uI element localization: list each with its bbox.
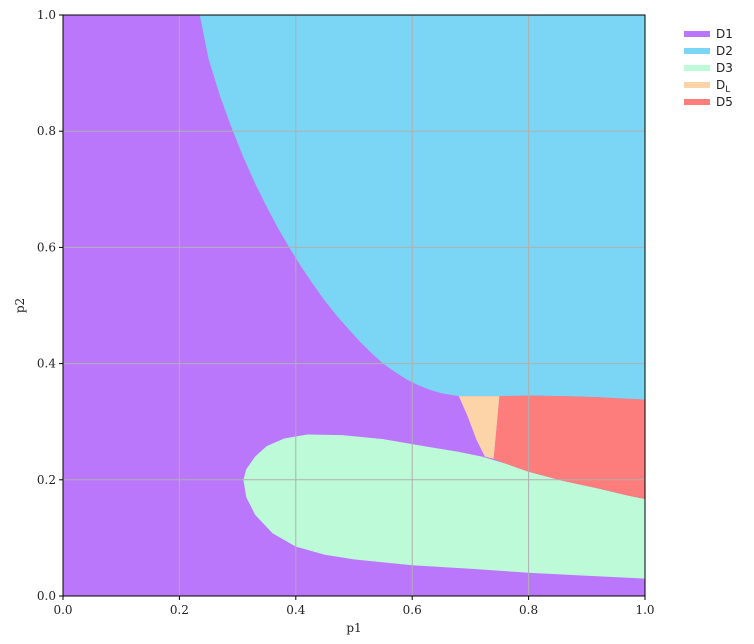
y-tick-label: 0.2 — [37, 473, 56, 487]
legend-label-d5: D5 — [716, 95, 733, 109]
y-tick-label: 1.0 — [37, 8, 56, 22]
y-tick-label: 0.4 — [37, 357, 56, 371]
x-tick-label: 0.8 — [519, 603, 538, 617]
region-d5 — [493, 395, 645, 499]
y-tick-label: 0.0 — [37, 589, 56, 603]
y-tick-label: 0.6 — [37, 240, 56, 254]
chart-regions — [63, 15, 646, 596]
x-tick-label: 0.4 — [286, 603, 305, 617]
x-axis-label: p1 — [346, 621, 361, 635]
legend-swatch-d2 — [684, 48, 710, 54]
y-tick-label: 0.8 — [37, 124, 56, 138]
legend-swatch-dl — [684, 82, 710, 88]
legend-label-d1: D1 — [716, 27, 733, 41]
x-tick-label: 0.0 — [53, 603, 72, 617]
plot-frame — [62, 14, 646, 597]
x-tick-label: 0.2 — [170, 603, 189, 617]
x-axis-ticks: 0.0 0.2 0.4 0.6 0.8 1.0 — [53, 596, 655, 617]
y-axis-ticks: 0.0 0.2 0.4 0.6 0.8 1.0 — [37, 8, 63, 603]
x-tick-label: 1.0 — [635, 603, 654, 617]
legend-label-d3: D3 — [716, 61, 733, 75]
legend-swatch-d5 — [684, 99, 710, 105]
region-d3 — [243, 434, 645, 579]
legend-label-dl: DL — [716, 78, 730, 95]
region-dl — [458, 396, 500, 459]
y-axis-label: p2 — [13, 298, 27, 313]
legend-swatch-d3 — [684, 65, 710, 71]
x-tick-label: 0.6 — [403, 603, 422, 617]
region-d2 — [199, 15, 646, 400]
legend-label-d2: D2 — [716, 44, 733, 58]
legend-swatch-d1 — [684, 31, 710, 37]
